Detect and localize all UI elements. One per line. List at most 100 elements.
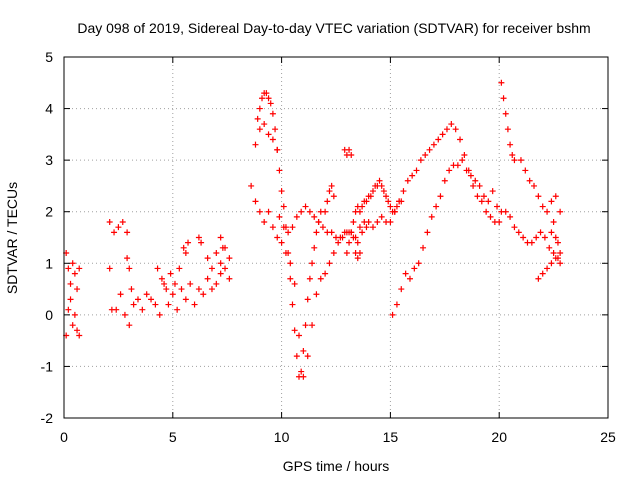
data-point-marker [289, 224, 296, 231]
data-point-marker [548, 260, 555, 267]
x-tick-labels: 0 5 10 15 20 25 [60, 429, 616, 445]
data-point-marker [111, 229, 118, 236]
data-point-marker [182, 296, 189, 303]
data-point-marker [328, 182, 335, 189]
data-point-marker [289, 301, 296, 308]
data-point-marker [498, 79, 505, 86]
data-point-marker [213, 280, 220, 287]
x-tick-label: 25 [600, 429, 616, 445]
data-point-marker [298, 368, 305, 375]
data-point-marker [522, 167, 529, 174]
data-point-marker [265, 131, 272, 138]
data-point-marker [296, 373, 303, 380]
data-point-marker [219, 244, 226, 251]
data-point-marker [354, 239, 361, 246]
data-point-marker [517, 157, 524, 164]
data-point-marker [546, 244, 553, 251]
data-point-marker [287, 275, 294, 282]
data-point-marker [213, 249, 220, 256]
data-point-marker [191, 301, 198, 308]
data-point-marker [511, 157, 518, 164]
data-point-marker [454, 162, 461, 169]
data-point-marker [309, 260, 316, 267]
data-point-marker [265, 95, 272, 102]
data-point-marker [134, 296, 141, 303]
data-point-marker [252, 198, 259, 205]
data-point-marker [276, 213, 283, 220]
data-point-marker [204, 255, 211, 262]
data-point-marker [476, 182, 483, 189]
data-point-marker [293, 353, 300, 360]
data-point-marker [369, 188, 376, 195]
data-point-marker [535, 275, 542, 282]
data-point-marker [74, 327, 81, 334]
data-point-marker [200, 291, 207, 298]
data-point-marker [139, 306, 146, 313]
data-point-marker [204, 275, 211, 282]
data-point-marker [256, 208, 263, 215]
data-point-marker [119, 219, 126, 226]
data-point-marker [502, 110, 509, 117]
data-point-marker [411, 265, 418, 272]
y-tick-label: 0 [45, 307, 53, 323]
data-point-marker [130, 301, 137, 308]
data-point-marker [387, 203, 394, 210]
axis-ticks [63, 56, 609, 419]
data-point-marker [167, 270, 174, 277]
data-point-marker [121, 311, 128, 318]
data-point-marker [217, 234, 224, 241]
data-point-marker [428, 213, 435, 220]
data-point-marker [359, 229, 366, 236]
data-point-marker [389, 311, 396, 318]
data-point-marker [298, 208, 305, 215]
data-point-marker [322, 270, 329, 277]
data-point-marker [217, 270, 224, 277]
data-point-marker [76, 332, 83, 339]
data-point-marker [504, 126, 511, 133]
data-point-marker [557, 208, 564, 215]
data-point-marker [267, 100, 274, 107]
data-point-marker [126, 265, 133, 272]
data-point-marker [256, 126, 263, 133]
data-point-marker [143, 291, 150, 298]
data-point-marker [437, 193, 444, 200]
data-point-marker [319, 224, 326, 231]
data-point-marker [393, 203, 400, 210]
data-point-marker [452, 126, 459, 133]
data-point-marker [348, 151, 355, 158]
data-point-marker [387, 219, 394, 226]
data-point-marker [174, 306, 181, 313]
data-point-marker [363, 198, 370, 205]
data-point-marker [552, 234, 559, 241]
data-point-marker [226, 275, 233, 282]
data-point-marker [415, 260, 422, 267]
data-point-marker [67, 280, 74, 287]
data-point-marker [311, 244, 318, 251]
data-point-marker [322, 208, 329, 215]
data-point-marker [426, 146, 433, 153]
data-point-marker [326, 188, 333, 195]
data-point-marker [409, 172, 416, 179]
data-point-marker [269, 224, 276, 231]
data-point-marker [398, 286, 405, 293]
data-point-marker [500, 95, 507, 102]
y-tick-label: 4 [45, 101, 53, 117]
data-point-marker [406, 275, 413, 282]
data-point-marker [115, 224, 122, 231]
data-point-marker [285, 229, 292, 236]
data-point-marker [304, 353, 311, 360]
data-point-marker [302, 322, 309, 329]
data-point-marker [398, 198, 405, 205]
data-point-marker [404, 177, 411, 184]
data-point-marker [550, 219, 557, 226]
data-point-marker [417, 157, 424, 164]
data-point-marker [489, 188, 496, 195]
data-point-marker [346, 146, 353, 153]
data-point-marker [413, 167, 420, 174]
data-point-marker [520, 234, 527, 241]
data-point-marker [356, 249, 363, 256]
data-point-marker [106, 219, 113, 226]
data-point-marker [156, 311, 163, 318]
data-point-marker [330, 249, 337, 256]
data-point-marker [291, 280, 298, 287]
